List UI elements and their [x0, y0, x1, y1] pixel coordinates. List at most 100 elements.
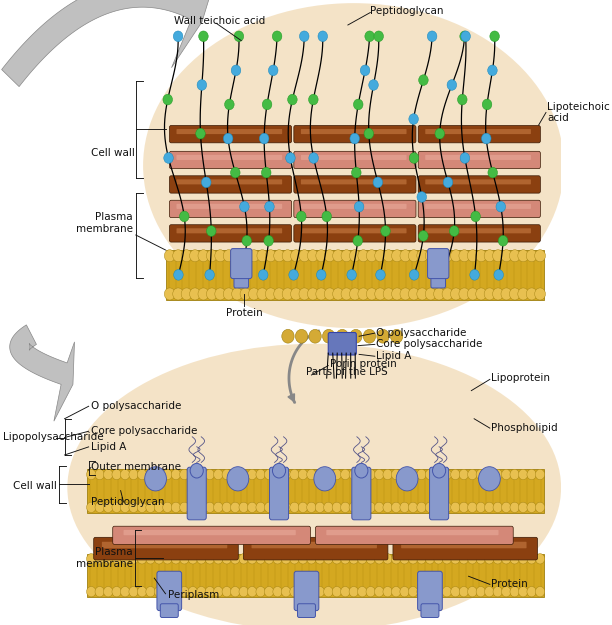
- Circle shape: [485, 554, 494, 564]
- Circle shape: [493, 250, 504, 262]
- Circle shape: [449, 226, 459, 236]
- Text: Cell wall: Cell wall: [13, 481, 58, 491]
- Circle shape: [433, 463, 446, 478]
- Circle shape: [290, 469, 299, 479]
- FancyBboxPatch shape: [294, 200, 416, 217]
- Circle shape: [144, 467, 166, 491]
- Circle shape: [417, 288, 428, 300]
- Circle shape: [146, 586, 155, 597]
- FancyBboxPatch shape: [425, 179, 531, 184]
- Circle shape: [163, 554, 172, 564]
- Circle shape: [336, 329, 348, 343]
- Text: Lipid A: Lipid A: [91, 442, 126, 452]
- FancyBboxPatch shape: [297, 604, 315, 618]
- FancyBboxPatch shape: [393, 538, 537, 560]
- Circle shape: [231, 586, 240, 597]
- Circle shape: [274, 250, 285, 262]
- Circle shape: [282, 502, 291, 512]
- Circle shape: [459, 586, 468, 597]
- Circle shape: [264, 201, 274, 212]
- Circle shape: [315, 469, 324, 479]
- Circle shape: [264, 586, 274, 597]
- Circle shape: [225, 99, 234, 110]
- Circle shape: [468, 586, 477, 597]
- Circle shape: [264, 502, 274, 512]
- Circle shape: [146, 469, 155, 479]
- Circle shape: [163, 94, 173, 105]
- Circle shape: [214, 586, 223, 597]
- Circle shape: [485, 469, 494, 479]
- FancyBboxPatch shape: [244, 538, 388, 560]
- Text: Lipoprotein: Lipoprotein: [491, 373, 550, 383]
- Circle shape: [307, 250, 318, 262]
- Circle shape: [392, 586, 401, 597]
- FancyBboxPatch shape: [316, 526, 513, 544]
- FancyBboxPatch shape: [176, 204, 282, 209]
- Circle shape: [400, 250, 411, 262]
- Circle shape: [86, 586, 96, 597]
- Circle shape: [290, 502, 299, 512]
- Circle shape: [137, 469, 147, 479]
- Circle shape: [509, 288, 520, 300]
- Circle shape: [201, 177, 211, 187]
- Circle shape: [324, 288, 335, 300]
- FancyBboxPatch shape: [231, 249, 252, 279]
- Circle shape: [375, 502, 384, 512]
- FancyBboxPatch shape: [401, 542, 526, 548]
- Circle shape: [450, 469, 460, 479]
- Circle shape: [188, 586, 198, 597]
- FancyBboxPatch shape: [176, 179, 282, 184]
- Circle shape: [435, 128, 444, 139]
- Circle shape: [171, 554, 181, 564]
- Circle shape: [137, 586, 147, 597]
- Circle shape: [180, 502, 189, 512]
- Circle shape: [366, 469, 375, 479]
- Circle shape: [536, 586, 545, 597]
- FancyBboxPatch shape: [124, 530, 296, 535]
- Text: Plasma
membrane: Plasma membrane: [76, 548, 133, 569]
- Circle shape: [188, 469, 198, 479]
- Circle shape: [470, 269, 479, 280]
- Circle shape: [181, 250, 192, 262]
- Circle shape: [196, 502, 206, 512]
- Circle shape: [129, 502, 138, 512]
- Text: Peptidoglycan: Peptidoglycan: [91, 497, 165, 507]
- FancyBboxPatch shape: [328, 332, 356, 355]
- Circle shape: [510, 586, 520, 597]
- Circle shape: [442, 469, 452, 479]
- Circle shape: [129, 554, 138, 564]
- Circle shape: [408, 554, 417, 564]
- Circle shape: [392, 469, 401, 479]
- Circle shape: [536, 554, 545, 564]
- Circle shape: [459, 288, 470, 300]
- Circle shape: [290, 554, 299, 564]
- Circle shape: [272, 463, 286, 478]
- Circle shape: [493, 288, 504, 300]
- FancyBboxPatch shape: [417, 571, 442, 611]
- Circle shape: [112, 554, 121, 564]
- Circle shape: [358, 250, 369, 262]
- Circle shape: [214, 502, 223, 512]
- Circle shape: [434, 469, 443, 479]
- Circle shape: [274, 288, 285, 300]
- Polygon shape: [10, 325, 75, 421]
- FancyBboxPatch shape: [301, 179, 406, 184]
- Circle shape: [409, 152, 419, 163]
- Circle shape: [298, 469, 308, 479]
- Circle shape: [269, 65, 278, 76]
- Circle shape: [222, 554, 231, 564]
- Circle shape: [535, 250, 545, 262]
- FancyBboxPatch shape: [294, 151, 416, 169]
- Circle shape: [375, 469, 384, 479]
- Circle shape: [163, 502, 172, 512]
- Circle shape: [383, 288, 394, 300]
- Circle shape: [518, 288, 529, 300]
- Circle shape: [290, 586, 299, 597]
- Circle shape: [476, 250, 487, 262]
- Circle shape: [315, 586, 324, 597]
- Circle shape: [324, 586, 333, 597]
- Circle shape: [349, 329, 362, 343]
- Circle shape: [121, 502, 130, 512]
- Circle shape: [501, 469, 511, 479]
- Circle shape: [282, 554, 291, 564]
